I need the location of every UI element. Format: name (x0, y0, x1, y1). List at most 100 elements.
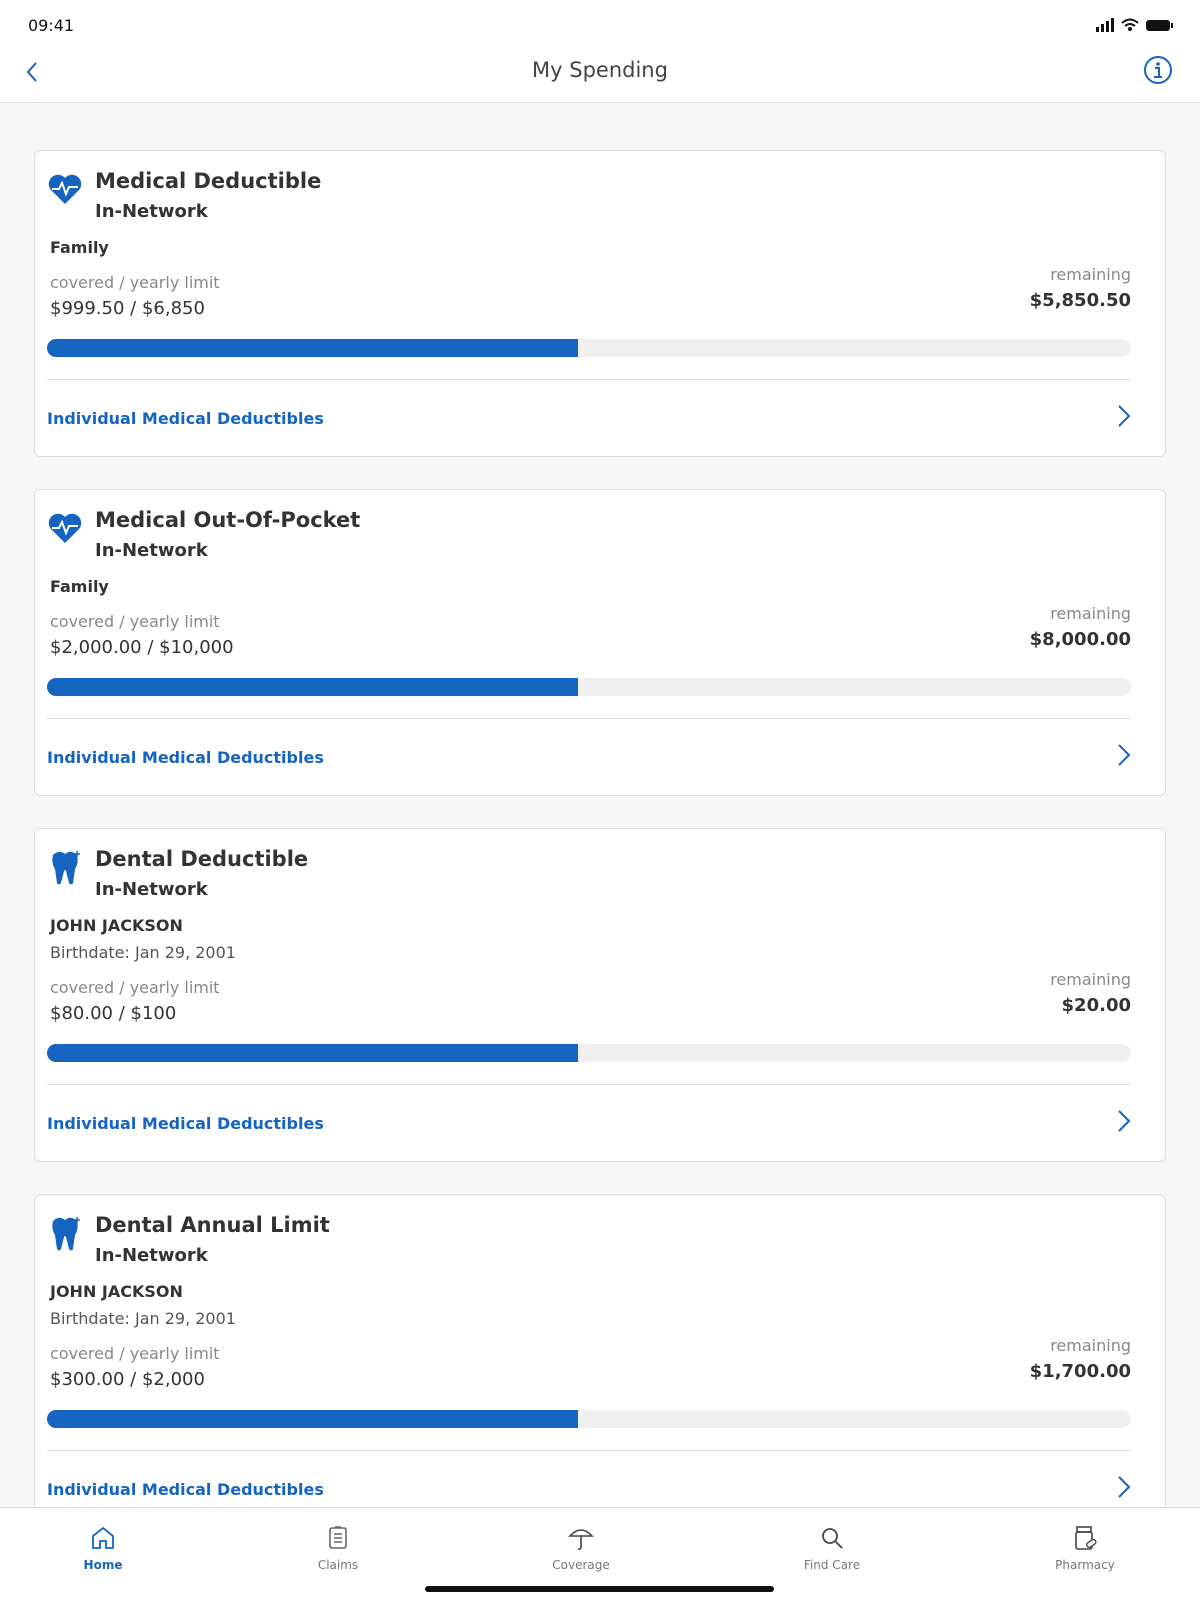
tab-icon (1075, 1526, 1097, 1550)
tab-item[interactable]: Claims (278, 1524, 398, 1572)
card-icon (47, 849, 83, 891)
member: Family (50, 238, 109, 257)
card-title: Medical Deductible (95, 169, 322, 193)
amount-row: covered / yearly limit $2,000.00 / $10,00… (47, 604, 1131, 658)
covered-amount: $2,000.00 / $10,000 (50, 637, 234, 658)
member: JOHN JACKSON (50, 916, 183, 935)
tab-icon (329, 1526, 347, 1549)
remaining-amount: $20.00 (1061, 995, 1131, 1016)
link-text: Individual Medical Deductibles (47, 1479, 324, 1499)
network: In-Network (95, 540, 208, 561)
covered-amount: $999.50 / $6,850 (50, 298, 205, 319)
progress-fill (47, 1044, 579, 1062)
network: In-Network (95, 201, 208, 222)
remaining-label: remaining (1050, 604, 1131, 623)
chevron (1117, 1109, 1131, 1137)
tab-item[interactable]: Coverage (521, 1524, 641, 1572)
limit-label: covered / yearly limit (50, 273, 220, 292)
divider (47, 379, 1131, 380)
chevron (1117, 1475, 1131, 1503)
card-icon (47, 1215, 83, 1257)
remaining-amount: $1,700.00 (1029, 1361, 1131, 1382)
divider (47, 718, 1131, 719)
card-title: Medical Out-Of-Pocket (95, 508, 361, 532)
tab-label: Find Care (803, 1558, 861, 1572)
progress-fill (47, 1410, 579, 1428)
progress-bar (47, 1044, 1131, 1062)
card-icon (47, 510, 83, 550)
chevron (1117, 743, 1131, 771)
covered-block: covered / yearly limit $999.50 / $6,850 (47, 273, 220, 319)
tab-label: Claims (317, 1558, 359, 1572)
chevron (1117, 404, 1131, 432)
info-button[interactable] (1142, 54, 1174, 86)
remaining-label: remaining (1050, 265, 1131, 284)
limit-label: covered / yearly limit (50, 612, 220, 631)
detail-link[interactable]: Individual Medical Deductibles (47, 1085, 1131, 1161)
tab-label: Coverage (552, 1558, 610, 1572)
tab-icon (92, 1526, 114, 1549)
tab-icon (822, 1528, 843, 1549)
covered-amount: $300.00 / $2,000 (50, 1369, 205, 1390)
tab-label: Pharmacy (1055, 1558, 1115, 1572)
amount-row: covered / yearly limit $300.00 / $2,000 re… (47, 1336, 1131, 1390)
remaining-block: remaining $1,700.00 (1030, 1336, 1131, 1390)
content: Medical Deductible In-Network Family covere… (0, 103, 1200, 1507)
back-button[interactable] (24, 60, 40, 84)
progress-fill (47, 339, 579, 357)
network: In-Network (95, 879, 208, 900)
progress-bar (47, 339, 1131, 357)
link-text: Individual Medical Deductibles (47, 1113, 324, 1133)
spending-card: Dental Annual Limit In-Network JOHN JACKSO… (34, 1194, 1166, 1507)
amount-row: covered / yearly limit $999.50 / $6,850 re… (47, 265, 1131, 319)
amount-row: covered / yearly limit $80.00 / $100 remai… (47, 970, 1131, 1024)
link-text: Individual Medical Deductibles (47, 747, 324, 767)
covered-amount: $80.00 / $100 (50, 1003, 177, 1024)
spending-card: Medical Out-Of-Pocket In-Network Family cov… (34, 489, 1166, 796)
spending-card: Dental Deductible In-Network JOHN JACKSON B… (34, 828, 1166, 1162)
spending-card: Medical Deductible In-Network Family covere… (34, 150, 1166, 457)
network: In-Network (95, 1245, 208, 1266)
remaining-label: remaining (1050, 1336, 1131, 1355)
divider (47, 1084, 1131, 1085)
status-icons (1096, 18, 1173, 32)
card-title: Dental Deductible (95, 847, 309, 871)
tab-bar: Home Claims Coverage Find Care Pharmacy (0, 1507, 1200, 1600)
detail-link[interactable]: Individual Medical Deductibles (47, 719, 1131, 795)
tab-item[interactable]: Home (43, 1524, 163, 1572)
divider (47, 1450, 1131, 1451)
tab-item[interactable]: Pharmacy (1025, 1524, 1145, 1572)
remaining-label: remaining (1050, 970, 1131, 989)
card-title: Dental Annual Limit (95, 1213, 330, 1237)
link-text: Individual Medical Deductibles (47, 408, 324, 428)
member: JOHN JACKSON (50, 1282, 183, 1301)
remaining-block: remaining $20.00 (1050, 970, 1131, 1024)
progress-fill (47, 678, 579, 696)
covered-block: covered / yearly limit $300.00 / $2,000 (47, 1344, 220, 1390)
tab-item[interactable]: Find Care (772, 1524, 892, 1572)
remaining-block: remaining $8,000.00 (1030, 604, 1131, 658)
birthdate: Birthdate: Jan 29, 2001 (50, 943, 236, 962)
remaining-amount: $8,000.00 (1029, 629, 1131, 650)
progress-bar (47, 678, 1131, 696)
detail-link[interactable]: Individual Medical Deductibles (47, 1451, 1131, 1507)
covered-block: covered / yearly limit $80.00 / $100 (47, 978, 220, 1024)
member: Family (50, 577, 109, 596)
detail-link[interactable]: Individual Medical Deductibles (47, 380, 1131, 456)
remaining-block: remaining $5,850.50 (1030, 265, 1131, 319)
progress-bar (47, 1410, 1131, 1428)
tab-icon (568, 1529, 594, 1551)
limit-label: covered / yearly limit (50, 978, 220, 997)
tab-label: Home (83, 1558, 123, 1572)
birthdate: Birthdate: Jan 29, 2001 (50, 1309, 236, 1328)
card-icon (47, 171, 83, 211)
remaining-amount: $5,850.50 (1029, 290, 1131, 311)
status-bar: 09:41 (0, 0, 1200, 50)
home-indicator (425, 1586, 774, 1592)
page-title: My Spending (532, 58, 668, 82)
time: 09:41 (28, 16, 75, 35)
covered-block: covered / yearly limit $2,000.00 / $10,00… (47, 612, 234, 658)
nav-header: My Spending (0, 50, 1200, 103)
limit-label: covered / yearly limit (50, 1344, 220, 1363)
